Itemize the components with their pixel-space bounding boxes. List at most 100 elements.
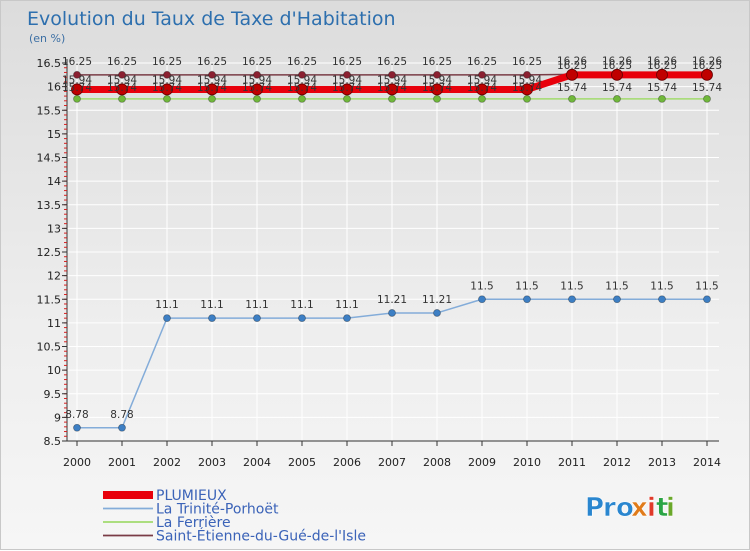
x-tick-label: 2011 (558, 456, 586, 469)
data-label-1: 11.1 (200, 299, 223, 311)
x-tick-label: 2012 (603, 456, 631, 469)
data-label-3: 16.25 (512, 56, 542, 68)
data-label-0: 15.94 (287, 74, 317, 86)
data-label-0: 15.94 (152, 74, 182, 86)
data-label-0: 16.25 (647, 60, 677, 72)
data-label-1: 11.21 (377, 294, 407, 306)
y-tick-label: 9 (54, 411, 61, 424)
data-label-2: 15.74 (647, 82, 677, 94)
data-label-1: 11.1 (290, 299, 313, 311)
data-label-3: 16.25 (152, 56, 182, 68)
data-label-3: 16.25 (62, 56, 92, 68)
data-label-1: 11.5 (470, 280, 493, 292)
data-point-2 (74, 95, 81, 102)
x-tick-label: 2007 (378, 456, 406, 469)
data-point-2 (479, 95, 486, 102)
x-tick-label: 2009 (468, 456, 496, 469)
x-tick-label: 2003 (198, 456, 226, 469)
x-tick-label: 2005 (288, 456, 316, 469)
data-label-3: 16.25 (377, 56, 407, 68)
logo-letter: i (647, 493, 656, 523)
data-point-2 (704, 95, 711, 102)
y-tick-label: 11 (47, 317, 61, 330)
data-point-1 (434, 309, 441, 316)
x-tick-label: 2000 (63, 456, 91, 469)
data-label-0: 15.94 (332, 74, 362, 86)
data-label-1: 11.5 (605, 280, 628, 292)
data-point-1 (254, 315, 261, 322)
data-point-1 (389, 309, 396, 316)
data-point-1 (164, 315, 171, 322)
data-label-3: 16.25 (107, 56, 137, 68)
data-point-1 (569, 296, 576, 303)
data-point-1 (209, 315, 216, 322)
chart-title: Evolution du Taux de Taxe d'Habitation (27, 8, 396, 30)
data-label-1: 8.78 (110, 409, 133, 421)
y-tick-label: 10.5 (37, 341, 62, 354)
data-point-1 (524, 296, 531, 303)
data-label-0: 15.94 (107, 74, 137, 86)
legend-label-3: Saint-Étienne-du-Gué-de-l'Isle (156, 528, 366, 545)
x-tick-label: 2013 (648, 456, 676, 469)
x-tick-label: 2014 (693, 456, 721, 469)
x-tick-label: 2010 (513, 456, 541, 469)
y-tick-label: 12.5 (37, 246, 62, 259)
y-tick-label: 12 (47, 270, 61, 283)
x-tick-label: 2004 (243, 456, 271, 469)
data-label-1: 11.5 (515, 280, 538, 292)
data-label-3: 16.25 (242, 56, 272, 68)
data-label-1: 11.21 (422, 294, 452, 306)
data-label-0: 16.25 (692, 60, 722, 72)
x-tick-label: 2002 (153, 456, 181, 469)
data-point-2 (119, 95, 126, 102)
data-point-2 (569, 95, 576, 102)
data-label-3: 16.25 (332, 56, 362, 68)
data-point-2 (659, 95, 666, 102)
y-tick-label: 15.5 (37, 104, 62, 117)
x-tick-label: 2001 (108, 456, 136, 469)
data-point-1 (704, 296, 711, 303)
data-label-0: 15.94 (377, 74, 407, 86)
y-tick-label: 13.5 (37, 199, 62, 212)
logo-letter: r (603, 493, 616, 523)
data-point-2 (164, 95, 171, 102)
data-label-1: 11.1 (335, 299, 358, 311)
data-point-2 (434, 95, 441, 102)
y-tick-label: 8.5 (44, 435, 62, 448)
y-tick-label: 16.5 (37, 57, 62, 70)
data-point-1 (659, 296, 666, 303)
data-label-3: 16.25 (467, 56, 497, 68)
data-point-2 (524, 95, 531, 102)
data-label-0: 15.94 (467, 74, 497, 86)
data-label-0: 15.94 (197, 74, 227, 86)
y-tick-label: 11.5 (37, 293, 62, 306)
data-point-2 (389, 95, 396, 102)
data-label-1: 11.1 (155, 299, 178, 311)
logo-letter: P (585, 493, 604, 523)
x-tick-label: 2006 (333, 456, 361, 469)
axes: 8.599.51010.51111.51212.51313.51414.5151… (37, 57, 722, 469)
x-tick-label: 2008 (423, 456, 451, 469)
y-tick-label: 13 (47, 222, 61, 235)
y-tick-label: 15 (47, 128, 61, 141)
y-tick-label: 9.5 (44, 388, 62, 401)
data-point-1 (344, 315, 351, 322)
data-point-2 (344, 95, 351, 102)
data-point-1 (299, 315, 306, 322)
data-label-1: 11.5 (695, 280, 718, 292)
data-point-2 (614, 95, 621, 102)
data-point-1 (614, 296, 621, 303)
chart-subtitle: (en %) (29, 32, 65, 45)
data-label-1: 8.78 (65, 409, 88, 421)
data-label-0: 15.94 (512, 74, 542, 86)
data-label-1: 11.5 (650, 280, 673, 292)
data-point-1 (74, 424, 81, 431)
data-label-1: 11.1 (245, 299, 268, 311)
y-tick-label: 16 (47, 81, 61, 94)
data-label-3: 16.25 (287, 56, 317, 68)
data-label-0: 15.94 (422, 74, 452, 86)
